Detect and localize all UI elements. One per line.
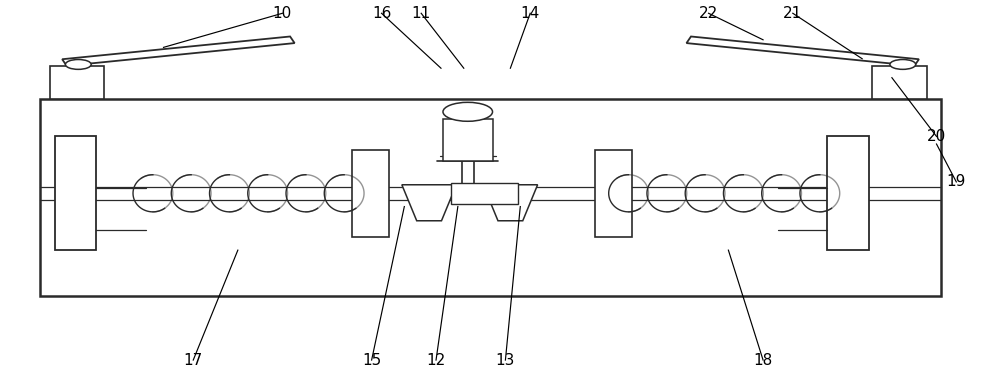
Polygon shape	[402, 185, 456, 221]
Bar	[452, 183, 518, 204]
Text: 22: 22	[699, 6, 718, 21]
Bar	[595, 150, 632, 237]
Text: 15: 15	[362, 352, 382, 368]
Text: 13: 13	[496, 352, 515, 368]
Text: 18: 18	[753, 352, 773, 368]
Text: 16: 16	[372, 6, 391, 21]
Bar	[50, 66, 104, 99]
Bar	[443, 119, 493, 161]
Circle shape	[65, 60, 91, 69]
Polygon shape	[687, 36, 919, 66]
Polygon shape	[484, 185, 537, 221]
Polygon shape	[62, 36, 294, 66]
Text: 17: 17	[183, 352, 203, 368]
Text: 10: 10	[273, 6, 292, 21]
Circle shape	[890, 60, 916, 69]
Text: 11: 11	[411, 6, 431, 21]
Text: 12: 12	[426, 352, 446, 368]
Text: 21: 21	[783, 6, 803, 21]
Ellipse shape	[443, 102, 493, 121]
Bar	[55, 136, 96, 250]
Text: 14: 14	[520, 6, 540, 21]
Text: 20: 20	[927, 129, 946, 144]
Bar	[827, 136, 869, 250]
Bar	[352, 150, 389, 237]
Text: 19: 19	[946, 174, 966, 190]
Bar	[40, 99, 941, 296]
Bar	[872, 66, 927, 99]
